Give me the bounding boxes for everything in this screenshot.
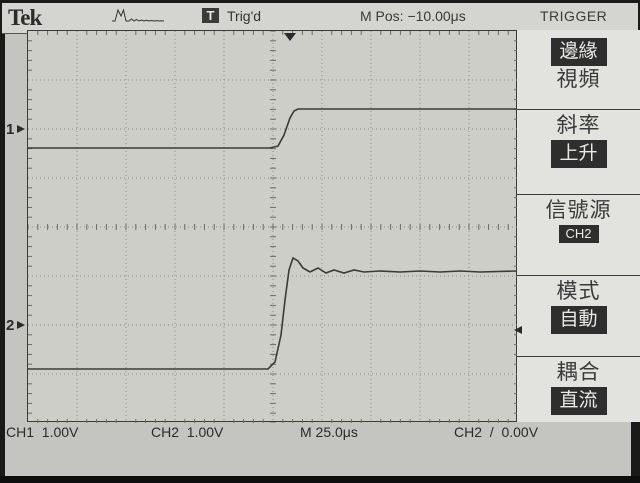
svg-text:2: 2	[6, 317, 14, 334]
svg-text:1: 1	[6, 121, 14, 138]
